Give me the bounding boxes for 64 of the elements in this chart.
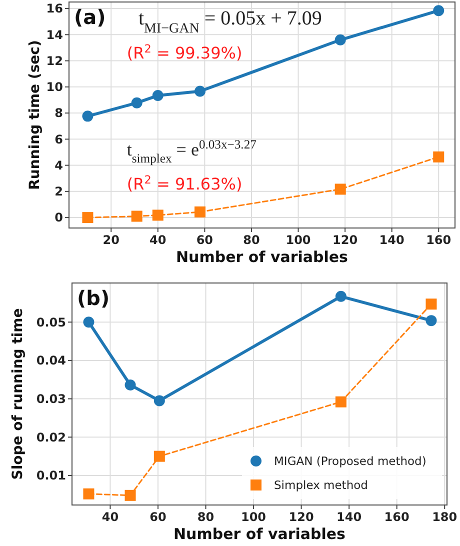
x-tick-label: 160 bbox=[426, 233, 452, 247]
x-tick-label: 140 bbox=[379, 233, 404, 247]
point bbox=[83, 488, 94, 500]
y-tick-label: 4 bbox=[54, 158, 63, 172]
y-tick-label: 0.05 bbox=[36, 315, 66, 330]
point bbox=[335, 396, 346, 408]
y-tick-label: 14 bbox=[46, 28, 63, 42]
point bbox=[335, 290, 346, 302]
point bbox=[334, 34, 346, 46]
y-axis-title: Running time (sec) bbox=[27, 40, 43, 190]
x-tick-label: 60 bbox=[150, 510, 166, 524]
point bbox=[83, 316, 94, 328]
point bbox=[433, 151, 444, 162]
point bbox=[433, 5, 444, 16]
y-tick-label: 0.02 bbox=[36, 430, 66, 444]
x-tick-label: 120 bbox=[332, 233, 358, 247]
y-tick-label: 8 bbox=[54, 106, 63, 120]
y-tick-label: 0.01 bbox=[36, 468, 66, 483]
chart-title: (a) bbox=[74, 5, 106, 29]
point bbox=[194, 206, 206, 218]
y-tick-label: 10 bbox=[46, 80, 63, 94]
chart-title: (b) bbox=[77, 286, 110, 310]
x-tick-label: 80 bbox=[243, 233, 260, 247]
annotation: t$_{MI−GAN}$ = 0.05x + 7.09 bbox=[138, 8, 322, 36]
point bbox=[152, 90, 164, 102]
point bbox=[131, 97, 142, 108]
y-tick-label: 0.04 bbox=[36, 354, 66, 368]
legend-label: MIGAN (Proposed method) bbox=[274, 454, 426, 468]
x-tick-label: 40 bbox=[102, 510, 119, 524]
x-tick-label: 180 bbox=[432, 510, 458, 524]
annotation: (R$^{2}$ = 99.39%) bbox=[126, 42, 242, 62]
x-tick-label: 140 bbox=[336, 510, 362, 524]
point bbox=[124, 379, 136, 390]
y-tick-label: 0 bbox=[54, 210, 63, 225]
point bbox=[154, 395, 165, 406]
y-tick-label: 6 bbox=[54, 132, 63, 146]
y-axis-title: Slope of running time bbox=[10, 308, 26, 480]
x-axis-title: Number of variables bbox=[174, 525, 346, 543]
point bbox=[426, 315, 437, 326]
x-tick-label: 120 bbox=[288, 510, 314, 524]
y-tick-label: 12 bbox=[46, 54, 63, 68]
point bbox=[152, 210, 164, 221]
point bbox=[194, 86, 206, 97]
point bbox=[82, 110, 94, 122]
x-tick-label: 40 bbox=[150, 233, 166, 247]
x-tick-label: 60 bbox=[196, 233, 214, 247]
x-tick-label: 100 bbox=[240, 510, 266, 524]
annotation: (R$^{2}$ = 91.63%) bbox=[126, 173, 242, 194]
y-tick-label: 16 bbox=[46, 2, 63, 16]
x-tick-label: 20 bbox=[102, 233, 120, 247]
legend-label: Simplex method bbox=[274, 478, 368, 492]
x-tick-label: 80 bbox=[197, 510, 214, 524]
annotation: t$_{simplex}$ = e$^{0.03x−3.27}$ bbox=[126, 138, 256, 166]
point bbox=[334, 184, 346, 195]
x-tick-label: 100 bbox=[286, 233, 311, 247]
y-tick-label: 0.03 bbox=[36, 392, 66, 406]
point bbox=[131, 210, 142, 222]
x-tick-label: 160 bbox=[384, 510, 410, 524]
point bbox=[124, 490, 136, 501]
y-tick-label: 2 bbox=[54, 184, 63, 199]
point bbox=[426, 298, 437, 310]
x-axis-title: Number of variables bbox=[176, 248, 348, 266]
point bbox=[154, 450, 165, 462]
point bbox=[82, 212, 94, 224]
